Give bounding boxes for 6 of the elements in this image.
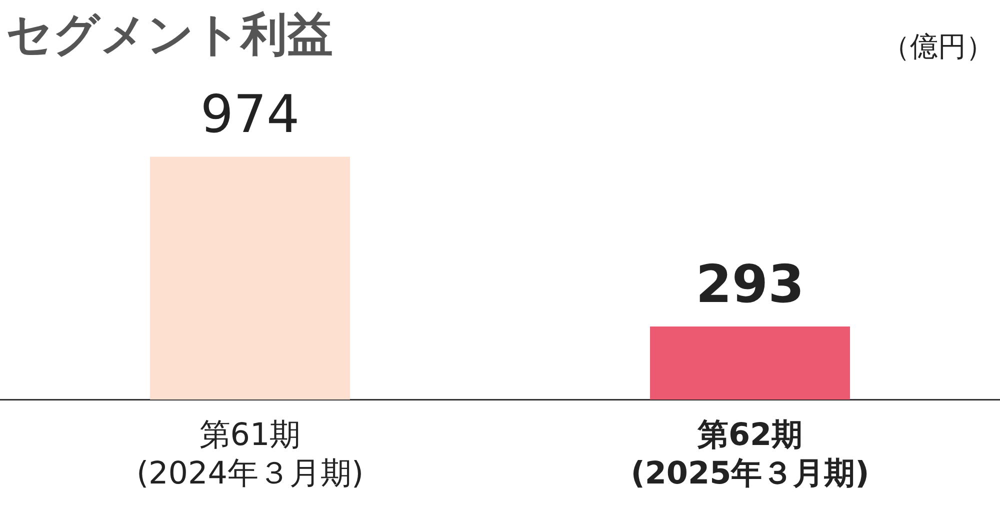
text: （億円） — [882, 29, 994, 65]
x-tick-label: 第61期 (2024年３月期) — [136, 416, 364, 492]
data-label: 293 — [696, 254, 804, 315]
chart-title: セグメント利益 — [6, 6, 333, 63]
data-label: 974 — [200, 85, 300, 146]
x-tick-label: 第62期 (2025年３月期) — [630, 416, 870, 492]
